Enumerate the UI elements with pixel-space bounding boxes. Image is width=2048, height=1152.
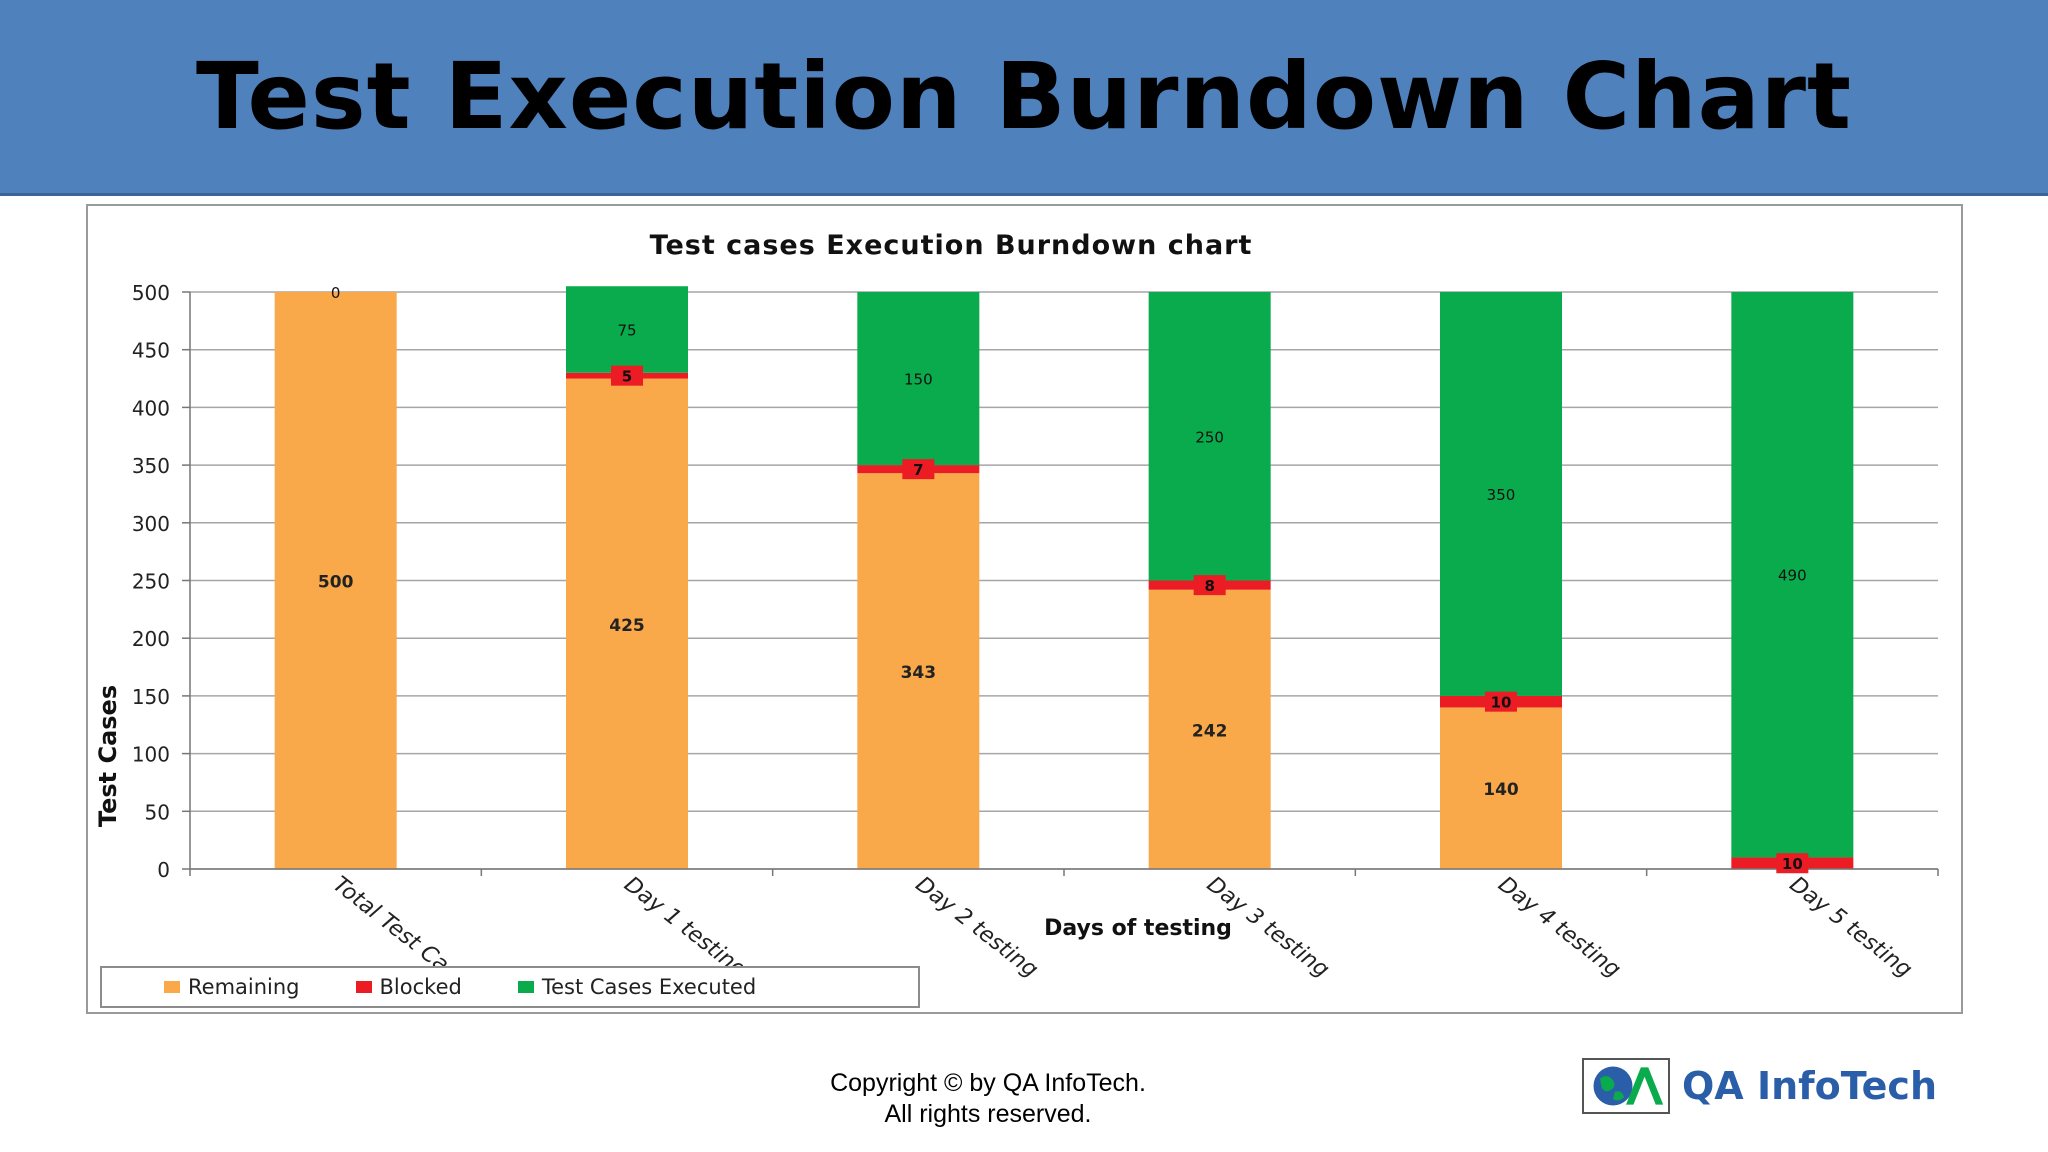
data-label-remaining: 242	[1192, 721, 1228, 741]
y-tick-label: 50	[145, 800, 170, 824]
data-label-remaining: 500	[318, 573, 354, 593]
data-label-executed: 150	[904, 371, 933, 389]
data-label-executed: 0	[331, 284, 341, 302]
x-tick-label: Day 2 testing	[911, 872, 1043, 983]
chart-frame	[86, 204, 1963, 1014]
bar-remaining	[857, 473, 980, 869]
copyright-notice: Copyright © by QA InfoTech. All rights r…	[700, 1068, 1276, 1130]
x-axis-label: Days of testing	[1044, 916, 1232, 941]
y-tick-label: 450	[132, 339, 170, 363]
legend-swatch-executed	[517, 981, 534, 993]
y-tick-label: 400	[132, 396, 170, 420]
y-tick-label: 500	[132, 281, 170, 305]
burndown-chart: Test cases Execution Burndown chart 0501…	[94, 230, 1939, 1000]
bar-executed	[566, 286, 688, 373]
legend-swatch-remaining	[164, 981, 180, 993]
chart-title: Test cases Execution Burndown chart	[650, 230, 1253, 261]
data-label-bg-blocked	[902, 459, 935, 480]
data-label-blocked: 7	[913, 461, 923, 479]
y-tick-label: 200	[132, 627, 170, 651]
data-label-executed: 250	[1195, 428, 1224, 446]
data-label-remaining: 140	[1483, 780, 1519, 800]
data-label-bg-blocked	[1193, 575, 1226, 596]
data-label-blocked: 10	[1782, 855, 1803, 873]
legend-item-blocked: Blocked	[355, 975, 462, 999]
logo-text: QA InfoTech	[1682, 1064, 1937, 1108]
bar-remaining	[274, 292, 397, 869]
legend-label-executed: Test Cases Executed	[541, 975, 757, 999]
chart-legend: Remaining Blocked Test Cases Executed	[100, 966, 920, 1008]
slide-title: Test Execution Burndown Chart	[195, 43, 1853, 150]
y-axis-label: Test Cases	[94, 685, 122, 827]
data-label-blocked: 10	[1491, 694, 1512, 712]
data-label-blocked: 5	[622, 368, 632, 386]
title-banner: Test Execution Burndown Chart	[0, 0, 2048, 196]
x-tick-label: Day 4 testing	[1493, 872, 1625, 983]
y-tick-label: 350	[132, 454, 170, 478]
data-label-bg-blocked	[611, 365, 643, 386]
legend-swatch-blocked	[355, 981, 372, 993]
copyright-line-1: Copyright © by QA InfoTech.	[830, 1069, 1146, 1097]
bar-executed	[1731, 292, 1854, 858]
legend-item-executed: Test Cases Executed	[517, 975, 757, 999]
data-label-remaining: 343	[901, 663, 937, 683]
data-label-bg-blocked	[1776, 853, 1809, 874]
data-label-executed: 490	[1778, 567, 1807, 585]
company-logo: QA InfoTech	[1582, 1058, 1937, 1114]
legend-item-remaining: Remaining	[164, 975, 300, 999]
gridlines	[190, 291, 1938, 870]
data-label-executed: 350	[1487, 486, 1516, 504]
y-tick-label: 0	[157, 858, 170, 882]
data-labels: 500 0 425 5 75 343 7 150 242 8 250 140 10 350 10 490	[318, 284, 1809, 874]
bar-remaining	[1148, 589, 1271, 869]
data-label-executed: 75	[617, 322, 636, 340]
y-tick-label: 250	[132, 570, 170, 594]
y-tick-label: 100	[132, 743, 170, 767]
copyright-line-2: All rights reserved.	[884, 1100, 1092, 1128]
y-tick-label: 150	[132, 685, 170, 709]
legend-label-remaining: Remaining	[188, 975, 300, 999]
data-label-blocked: 8	[1204, 577, 1214, 595]
bar-remaining	[1440, 707, 1562, 869]
bar-remaining	[566, 378, 688, 869]
x-tick-label: Day 5 testing	[1785, 872, 1917, 983]
bar-executed	[857, 292, 980, 466]
bars	[274, 286, 1854, 869]
globe-logo-icon	[1582, 1058, 1670, 1114]
bar-executed	[1440, 292, 1562, 696]
bar-executed	[1148, 292, 1271, 581]
data-label-bg-blocked	[1485, 691, 1517, 712]
data-label-remaining: 425	[609, 616, 645, 636]
y-tick-label: 300	[132, 512, 170, 536]
legend-label-blocked: Blocked	[379, 975, 462, 999]
